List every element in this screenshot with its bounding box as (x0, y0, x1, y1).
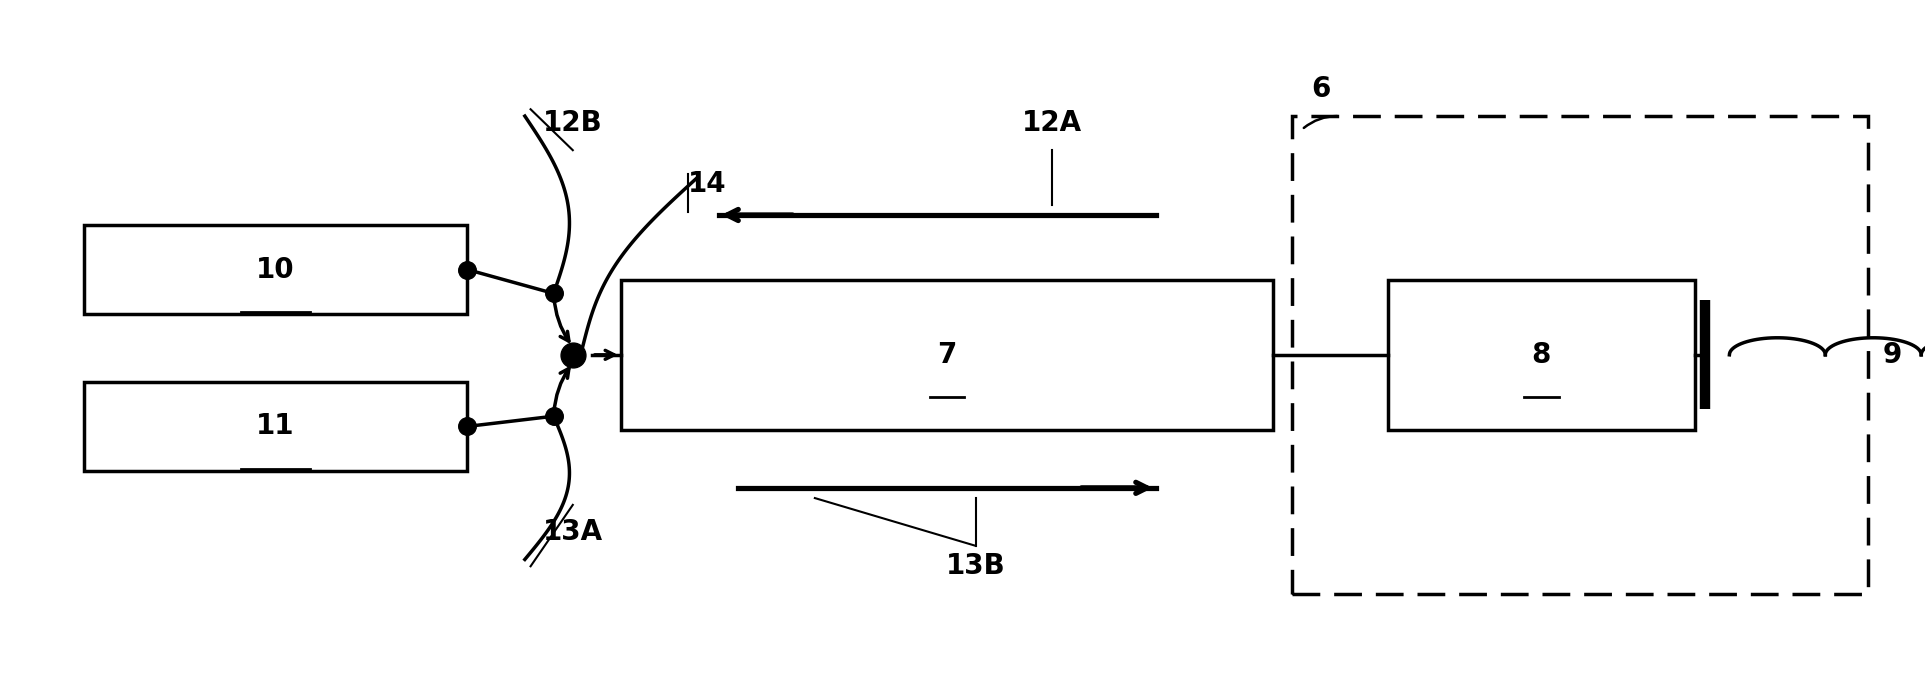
Text: 12A: 12A (1022, 109, 1082, 137)
Text: 9: 9 (1884, 341, 1903, 369)
Text: 13B: 13B (947, 552, 1005, 580)
Text: 7: 7 (937, 341, 956, 369)
Text: 8: 8 (1532, 341, 1551, 369)
Bar (620, 280, 1273, 430)
Text: 13A: 13A (543, 518, 603, 546)
Point (539, 288, 570, 299)
Point (539, 411, 570, 422)
Bar (83, 382, 468, 470)
Bar (1387, 280, 1694, 430)
Text: 6: 6 (1312, 74, 1331, 103)
Text: 10: 10 (257, 255, 296, 283)
Point (556, 349, 587, 361)
Bar (83, 226, 468, 314)
Text: 12B: 12B (543, 109, 603, 137)
Point (452, 421, 483, 432)
Bar (1293, 116, 1868, 594)
Text: 11: 11 (257, 413, 296, 441)
Point (452, 264, 483, 275)
Text: 14: 14 (688, 171, 726, 198)
